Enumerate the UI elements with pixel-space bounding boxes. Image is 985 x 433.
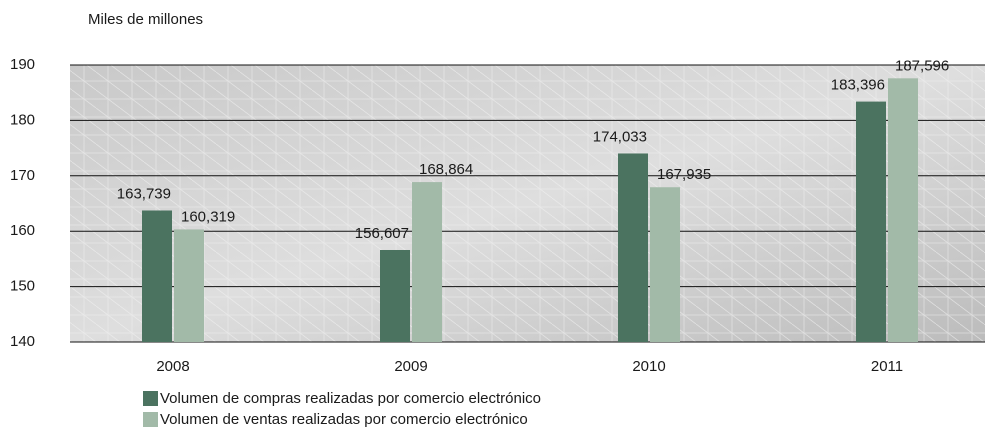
- bar: [412, 182, 442, 342]
- y-tick-label: 160: [10, 222, 35, 239]
- value-label: 187,596: [895, 57, 949, 74]
- bar: [174, 229, 204, 342]
- bar: [888, 78, 918, 342]
- y-tick-label: 140: [10, 333, 35, 350]
- value-label: 168,864: [419, 161, 473, 178]
- y-tick-label: 150: [10, 278, 35, 295]
- x-tick-label: 2009: [394, 358, 427, 375]
- bar: [650, 187, 680, 342]
- value-label: 160,319: [181, 208, 235, 225]
- value-label: 156,607: [355, 225, 409, 242]
- x-tick-label: 2010: [632, 358, 665, 375]
- y-axis-label: Miles de millones: [88, 11, 203, 28]
- legend-swatch: [143, 412, 158, 427]
- bar: [618, 153, 648, 342]
- y-tick-label: 170: [10, 167, 35, 184]
- value-label: 174,033: [593, 128, 647, 145]
- bar: [380, 249, 410, 342]
- legend-swatch: [143, 391, 158, 406]
- value-label: 167,935: [657, 166, 711, 183]
- bar: [142, 210, 172, 342]
- y-tick-label: 190: [10, 56, 35, 73]
- plot-texture: [70, 65, 985, 342]
- y-tick-label: 180: [10, 111, 35, 128]
- x-tick-label: 2011: [871, 358, 903, 375]
- x-tick-label: 2008: [156, 358, 189, 375]
- bar: [856, 101, 886, 343]
- legend-label: Volumen de compras realizadas por comerc…: [160, 390, 541, 407]
- value-label: 183,396: [831, 77, 885, 94]
- value-label: 163,739: [117, 185, 171, 202]
- legend-label: Volumen de ventas realizadas por comerci…: [160, 411, 528, 428]
